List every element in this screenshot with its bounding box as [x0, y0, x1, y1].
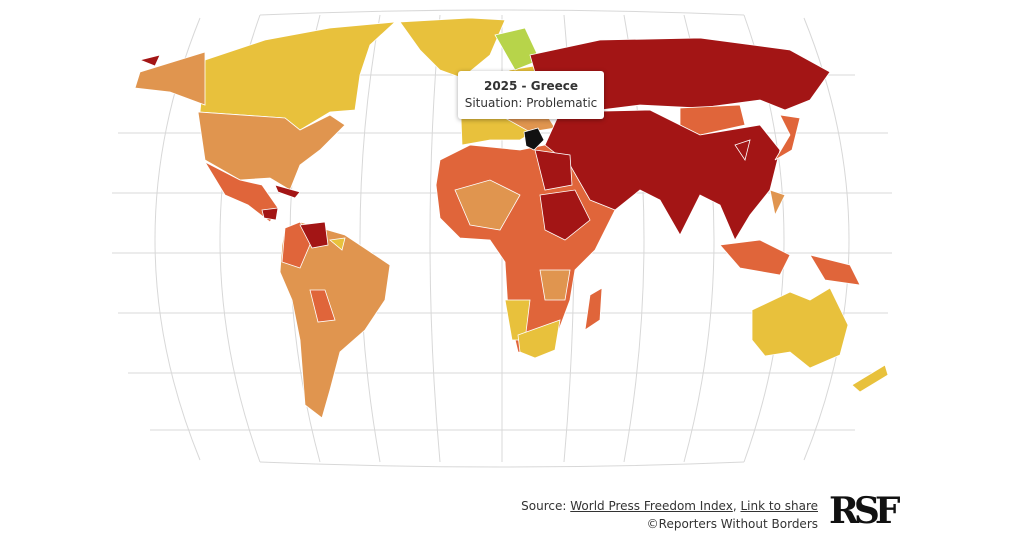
footer: Source: World Press Freedom Index, Link …	[521, 497, 818, 533]
tooltip-situation: Situation: Problematic	[464, 96, 598, 110]
share-link[interactable]: Link to share	[740, 499, 818, 513]
tooltip: 2025 - Greece Situation: Problematic	[458, 71, 604, 119]
source-line: Source: World Press Freedom Index, Link …	[521, 497, 818, 515]
copyright: ©Reporters Without Borders	[646, 517, 818, 531]
countries	[134, 17, 889, 419]
separator: ,	[732, 499, 737, 513]
logo: RSF	[829, 490, 901, 532]
source-prefix: Source:	[521, 499, 567, 513]
index-link[interactable]: World Press Freedom Index	[570, 499, 733, 513]
tooltip-title: 2025 - Greece	[483, 79, 579, 93]
